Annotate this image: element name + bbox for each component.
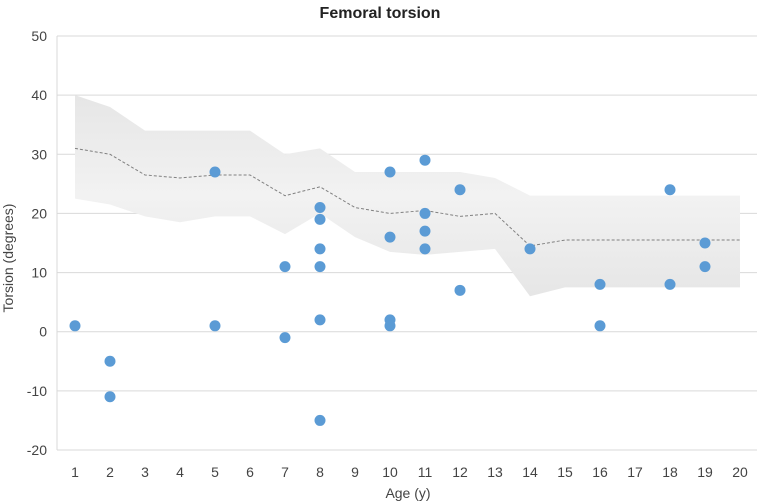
x-tick-label-6: 6 — [246, 464, 254, 480]
data-point-0-5 — [279, 261, 291, 273]
data-point-0-19 — [419, 225, 431, 237]
data-point-0-20 — [419, 243, 431, 255]
data-point-0-10 — [314, 261, 326, 273]
data-point-0-0 — [69, 320, 81, 332]
x-tick-label-8: 8 — [316, 464, 324, 480]
data-points — [69, 154, 711, 426]
y-tick-label-0: 50 — [31, 28, 47, 44]
x-tick-label-12: 12 — [452, 464, 468, 480]
x-tick-label-15: 15 — [557, 464, 573, 480]
x-tick-label-16: 16 — [592, 464, 608, 480]
reference-band — [74, 95, 740, 297]
data-point-0-3 — [209, 166, 221, 178]
data-point-0-8 — [314, 213, 326, 225]
x-tick-label-4: 4 — [176, 464, 184, 480]
x-tick-label-13: 13 — [487, 464, 503, 480]
data-point-0-13 — [384, 166, 396, 178]
x-tick-label-1: 1 — [71, 464, 79, 480]
data-point-0-6 — [279, 332, 291, 344]
data-point-0-28 — [699, 237, 711, 249]
y-tick-label-6: -10 — [27, 383, 47, 399]
y-tick-label-3: 20 — [31, 205, 47, 221]
data-point-0-22 — [454, 284, 466, 296]
y-tick-label-1: 40 — [31, 87, 47, 103]
data-point-0-24 — [594, 278, 606, 290]
data-point-0-29 — [699, 261, 711, 273]
data-point-0-18 — [419, 207, 431, 219]
data-point-0-21 — [454, 184, 466, 196]
y-tick-label-2: 30 — [31, 146, 47, 162]
x-tick-label-17: 17 — [627, 464, 643, 480]
x-tick-label-19: 19 — [697, 464, 713, 480]
y-axis-title: Torsion (degrees) — [0, 204, 16, 313]
data-point-0-17 — [419, 154, 431, 166]
data-point-0-14 — [384, 231, 396, 243]
data-point-0-4 — [209, 320, 221, 332]
x-tick-label-5: 5 — [211, 464, 219, 480]
x-tick-labels: 1 2 3 4 5 6 7 8 9 10 11 12 13 14 15 16 17 18 19 20 — [71, 464, 748, 480]
data-point-0-16 — [384, 320, 396, 332]
x-tick-label-7: 7 — [281, 464, 289, 480]
reference-mean-line — [74, 147, 740, 247]
y-tick-label-5: 0 — [39, 324, 47, 340]
data-point-0-9 — [314, 243, 326, 255]
x-tick-label-10: 10 — [382, 464, 398, 480]
data-point-0-26 — [664, 184, 676, 196]
x-tick-label-2: 2 — [106, 464, 114, 480]
chart-title: Femoral torsion — [320, 5, 441, 22]
x-tick-label-3: 3 — [141, 464, 149, 480]
reference-band-area — [75, 95, 740, 297]
y-tick-label-7: -20 — [27, 442, 47, 458]
data-point-0-7 — [314, 202, 326, 214]
data-point-0-12 — [314, 414, 326, 426]
data-point-0-23 — [524, 243, 536, 255]
data-point-0-2 — [104, 391, 116, 403]
data-point-0-27 — [664, 278, 676, 290]
x-tick-label-11: 11 — [418, 464, 433, 480]
x-tick-label-9: 9 — [351, 464, 359, 480]
y-tick-label-4: 10 — [31, 265, 47, 281]
x-tick-label-14: 14 — [522, 464, 538, 480]
x-axis-title: Age (y) — [385, 485, 430, 501]
data-point-0-25 — [594, 320, 606, 332]
data-point-0-11 — [314, 314, 326, 326]
y-tick-labels: 50 40 30 20 10 0 -10 -20 — [27, 28, 47, 458]
data-point-0-1 — [104, 355, 116, 367]
x-tick-label-20: 20 — [732, 464, 748, 480]
x-tick-label-18: 18 — [662, 464, 678, 480]
